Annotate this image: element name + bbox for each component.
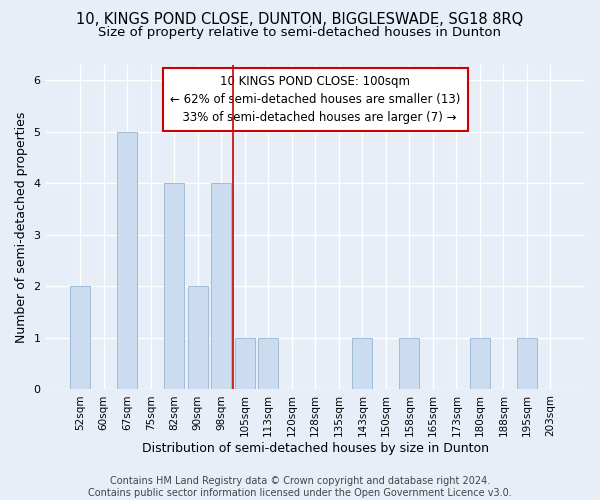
Text: 10 KINGS POND CLOSE: 100sqm
← 62% of semi-detached houses are smaller (13)
  33%: 10 KINGS POND CLOSE: 100sqm ← 62% of sem…	[170, 74, 460, 124]
Bar	[235, 338, 255, 390]
Bar	[211, 184, 231, 390]
Text: Size of property relative to semi-detached houses in Dunton: Size of property relative to semi-detach…	[98, 26, 502, 39]
Bar	[352, 338, 373, 390]
Bar	[470, 338, 490, 390]
X-axis label: Distribution of semi-detached houses by size in Dunton: Distribution of semi-detached houses by …	[142, 442, 489, 455]
Y-axis label: Number of semi-detached properties: Number of semi-detached properties	[15, 112, 28, 343]
Text: 10, KINGS POND CLOSE, DUNTON, BIGGLESWADE, SG18 8RQ: 10, KINGS POND CLOSE, DUNTON, BIGGLESWAD…	[76, 12, 524, 28]
Bar	[117, 132, 137, 390]
Bar	[164, 184, 184, 390]
Text: Contains HM Land Registry data © Crown copyright and database right 2024.
Contai: Contains HM Land Registry data © Crown c…	[88, 476, 512, 498]
Bar	[258, 338, 278, 390]
Bar	[517, 338, 537, 390]
Bar	[70, 286, 90, 390]
Bar	[400, 338, 419, 390]
Bar	[188, 286, 208, 390]
